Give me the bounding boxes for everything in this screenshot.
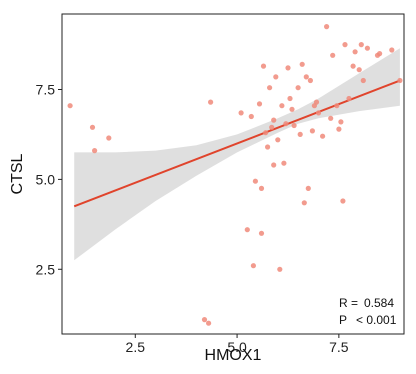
data-point — [336, 126, 342, 132]
data-point — [281, 160, 287, 166]
data-point — [397, 77, 403, 84]
p-label: P — [339, 313, 347, 327]
data-point — [256, 101, 263, 107]
data-point — [328, 115, 334, 121]
data-point — [297, 131, 303, 137]
data-point — [287, 95, 293, 102]
x-tick-label: 2.5 — [126, 339, 146, 355]
data-point — [330, 52, 336, 58]
data-point — [258, 185, 265, 191]
plot-frame — [61, 13, 405, 335]
data-point — [201, 317, 208, 323]
data-point — [301, 200, 307, 206]
r-label: R = — [339, 296, 358, 310]
data-point — [356, 67, 362, 73]
data-point — [295, 85, 301, 91]
r-value: 0.584 — [364, 296, 394, 310]
data-point — [320, 133, 326, 139]
x-axis-ticks: 2.5 5.0 7.5 — [126, 334, 349, 355]
data-point — [285, 65, 291, 71]
data-point — [265, 144, 271, 150]
data-point — [340, 198, 346, 204]
data-point — [67, 103, 73, 109]
data-points-layer — [67, 24, 403, 326]
y-tick-label: 5.0 — [36, 171, 56, 187]
data-point — [364, 45, 370, 51]
fit-line-layer — [73, 79, 401, 208]
data-point — [352, 49, 358, 55]
data-point — [350, 63, 356, 69]
data-point — [250, 263, 256, 269]
data-point — [334, 103, 340, 109]
data-point — [206, 320, 212, 326]
regression-line — [73, 79, 401, 208]
data-point — [275, 137, 281, 143]
data-point — [291, 122, 297, 129]
data-point — [324, 24, 330, 30]
data-point — [313, 99, 320, 105]
data-point — [273, 74, 279, 80]
y-axis-ticks: 2.5 5.0 7.5 — [36, 82, 62, 277]
data-point — [342, 42, 348, 48]
data-point — [283, 121, 289, 127]
data-point — [309, 128, 315, 134]
data-point — [267, 85, 273, 91]
data-point — [346, 95, 352, 102]
x-axis-title: HMOX1 — [205, 347, 262, 364]
data-point — [377, 51, 383, 57]
data-point — [279, 103, 285, 109]
data-point — [238, 110, 244, 116]
data-point — [305, 185, 311, 191]
data-point — [252, 178, 258, 184]
stats-annotation: R = 0.584 P < 0.001 — [339, 296, 397, 327]
data-point — [360, 77, 366, 84]
data-point — [389, 47, 395, 53]
x-tick-label: 5.0 — [227, 339, 247, 355]
data-point — [303, 74, 309, 80]
data-point — [271, 162, 277, 168]
data-point — [277, 266, 283, 272]
data-point — [338, 119, 344, 125]
y-tick-label: 2.5 — [36, 261, 56, 277]
data-point — [271, 117, 277, 123]
data-point — [315, 110, 322, 116]
data-point — [289, 106, 295, 112]
data-point — [89, 124, 96, 130]
data-point — [260, 63, 267, 69]
data-point — [244, 227, 250, 233]
data-point — [299, 61, 305, 67]
data-point — [92, 148, 98, 154]
data-point — [358, 42, 364, 48]
data-point — [269, 124, 275, 130]
data-point — [208, 99, 214, 105]
x-tick-label: 7.5 — [329, 339, 349, 355]
y-tick-label: 7.5 — [36, 82, 56, 98]
data-point — [263, 130, 269, 136]
data-point — [258, 230, 265, 236]
y-axis-title: CTSL — [9, 153, 26, 194]
data-point — [307, 77, 313, 84]
data-point — [248, 113, 254, 120]
p-value: < 0.001 — [356, 313, 397, 327]
data-point — [106, 135, 112, 141]
